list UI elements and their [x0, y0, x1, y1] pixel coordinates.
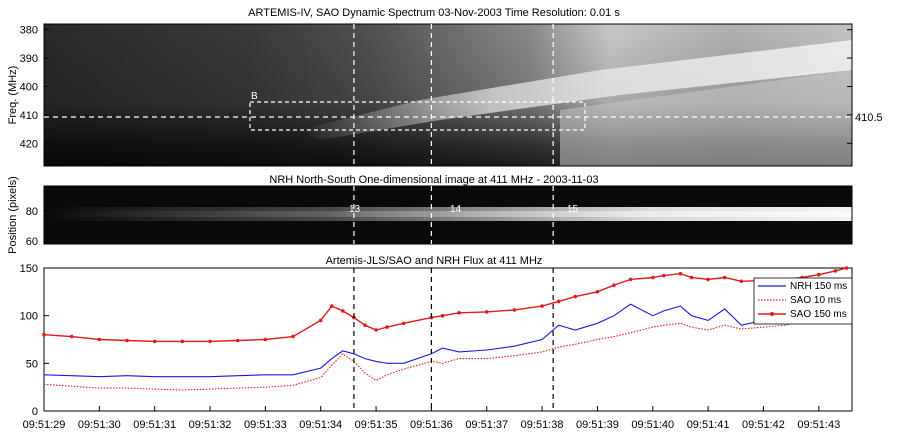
series-line-nrh-150-ms: [43, 296, 847, 378]
spectrum-ytick-label: 400: [20, 81, 38, 93]
flux-x-ticks: 09:51:29 09:51:30 09:51:31 09:51:32 09:51:33…: [23, 406, 840, 431]
series-point-sao-150: [651, 275, 655, 280]
flux-xtick-label: 09:51:32: [189, 419, 232, 431]
series-point-sao-150: [318, 318, 323, 323]
spectrum-bright-region: [560, 70, 852, 166]
flux-series: [42, 266, 849, 391]
flux-xtick-label: 09:51:33: [244, 419, 287, 431]
nrh-title: NRH North-South One-dimensional image at…: [269, 174, 598, 186]
series-point-sao-150: [678, 271, 683, 276]
spectrum-ytick-label: 390: [20, 53, 38, 65]
series-line-sao-10-ms: [43, 315, 847, 391]
nrh-panel: NRH North-South One-dimensional image at…: [7, 174, 853, 254]
legend-label-nrh-150: NRH 150 ms: [790, 281, 847, 292]
series-point-sao-150: [739, 279, 744, 284]
series-point-sao-150: [612, 283, 616, 288]
series-point-sao-150: [291, 334, 295, 339]
flux-ytick-label: 150: [20, 263, 38, 275]
series-point-sao-150: [208, 339, 212, 344]
series-point-sao-150: [556, 299, 561, 304]
flux-xtick-label: 09:51:36: [410, 419, 453, 431]
flux-xtick-label: 09:51:41: [687, 419, 730, 431]
flux-xtick-label: 09:51:29: [23, 419, 66, 431]
series-point-sao-150: [484, 310, 489, 314]
series-point-sao-150: [628, 277, 633, 282]
series-point-sao-150: [722, 275, 727, 280]
series-point-sao-150: [180, 339, 185, 344]
series-point-sao-150: [457, 311, 461, 315]
flux-ytick-label: 100: [20, 311, 38, 323]
legend-label-sao-150: SAO 150 ms: [790, 309, 847, 320]
spectrum-frame: [43, 23, 853, 167]
flux-xtick-label: 09:51:43: [797, 419, 840, 431]
series-point-sao-150: [374, 328, 378, 332]
series-point-sao-150: [69, 334, 74, 339]
legend-label-sao-10: SAO 10 ms: [790, 295, 841, 306]
series-point-sao-150: [706, 277, 710, 282]
marker-13: 13: [349, 204, 361, 215]
flux-xtick-label: 09:51:31: [133, 419, 176, 431]
flux-panel: Artemis-JLS/SAO and NRH Flux at 411 MHz …: [20, 255, 853, 431]
legend-marker-sao-150: [770, 312, 774, 316]
spectrum-panel: ARTEMIS-IV, SAO Dynamic Spectrum 03-Nov-…: [7, 7, 883, 167]
nrh-frame: [43, 185, 853, 245]
series-point-sao-150: [330, 304, 334, 308]
box-b-label: B: [251, 91, 258, 102]
spectrum-ytick-label: 420: [20, 138, 38, 150]
drifting-burst-band: [300, 40, 852, 140]
nrh-ylabel: Position (pixels): [7, 176, 19, 254]
flux-xtick-label: 09:51:38: [521, 419, 564, 431]
series-point-sao-150: [440, 313, 445, 318]
series-point-sao-150: [401, 321, 406, 326]
spectrum-ytick-label: 410: [20, 110, 38, 122]
series-line-sao-150-ms: [43, 267, 847, 343]
event-lines: [353, 24, 554, 411]
flux-xtick-label: 09:51:30: [78, 419, 121, 431]
series-point-sao-150: [817, 272, 821, 277]
flux-xtick-label: 09:51:34: [299, 419, 342, 431]
series-point-sao-150: [152, 339, 157, 344]
spectrum-ytick-label: 380: [20, 25, 38, 37]
freq-hline-label: 410.5: [855, 112, 883, 124]
nrh-source-core: [44, 211, 852, 217]
flux-ytick-label: 50: [26, 358, 38, 370]
spectrum-title: ARTEMIS-IV, SAO Dynamic Spectrum 03-Nov-…: [248, 7, 620, 19]
flux-xtick-label: 09:51:39: [576, 419, 619, 431]
flux-xtick-label: 09:51:42: [742, 419, 785, 431]
series-point-sao-150: [341, 309, 345, 313]
flux-title: Artemis-JLS/SAO and NRH Flux at 411 MHz: [326, 255, 543, 267]
series-point-sao-150: [512, 308, 517, 312]
series-point-sao-150: [385, 325, 389, 329]
flux-xtick-label: 09:51:37: [465, 419, 508, 431]
marker-14: 14: [450, 204, 462, 215]
spectrum-ylabel: Freq. (MHz): [7, 66, 19, 125]
flux-frame: [43, 267, 853, 412]
series-point-sao-150: [595, 290, 600, 294]
series-point-sao-150: [689, 275, 694, 280]
flux-legend: NRH 150 ms SAO 10 ms SAO 150 ms: [753, 277, 853, 325]
series-point-sao-150: [662, 273, 666, 278]
nrh-ytick-60: 60: [26, 236, 38, 248]
flux-xtick-label: 09:51:40: [631, 419, 674, 431]
series-point-sao-150: [97, 337, 102, 342]
series-point-sao-150: [125, 338, 129, 343]
spectrum-y-ticks: 380 390 400 410 420: [20, 25, 852, 150]
series-point-sao-150: [844, 266, 849, 270]
marker-15: 15: [567, 204, 579, 215]
series-point-sao-150: [363, 323, 367, 328]
series-point-sao-150: [540, 304, 544, 308]
series-point-sao-150: [42, 332, 46, 337]
flux-xtick-label: 09:51:35: [355, 419, 398, 431]
flux-ytick-label: 0: [32, 406, 38, 418]
series-point-sao-150: [235, 338, 240, 343]
series-point-sao-150: [573, 294, 578, 299]
flux-y-ticks: 0 50 100 150: [20, 263, 49, 418]
nrh-ytick-80: 80: [26, 206, 38, 218]
series-point-sao-150: [263, 337, 268, 342]
series-point-sao-150: [833, 269, 838, 273]
